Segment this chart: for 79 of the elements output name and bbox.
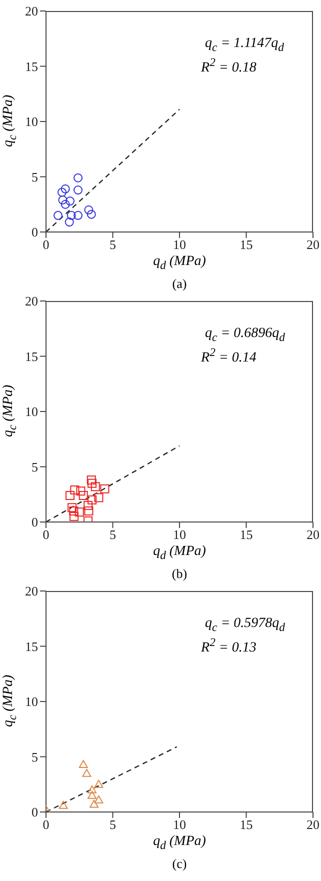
x-tick-label: 15 bbox=[240, 237, 253, 252]
x-tick-label: 5 bbox=[110, 527, 116, 542]
x-tick-label: 0 bbox=[42, 817, 50, 832]
x-tick-label: 0 bbox=[42, 527, 50, 542]
point bbox=[100, 484, 110, 494]
point bbox=[76, 486, 86, 496]
x-tick-label: 15 bbox=[240, 817, 253, 832]
x-tick-label: 10 bbox=[173, 817, 186, 832]
x-axis-title: q$_{d}$ (MPa) bbox=[152, 254, 207, 272]
x-tick-label: 5 bbox=[110, 817, 116, 832]
point bbox=[90, 482, 100, 492]
point bbox=[58, 188, 67, 197]
y-tick-label: 10 bbox=[25, 694, 38, 710]
point bbox=[58, 800, 68, 809]
annotation: R$^{2}$ = 0.14 bbox=[201, 346, 256, 367]
point bbox=[84, 506, 94, 516]
point bbox=[86, 476, 96, 485]
x-tick-label: 5 bbox=[110, 237, 116, 252]
point bbox=[66, 196, 75, 206]
y-tick-label: 15 bbox=[25, 348, 38, 364]
point bbox=[86, 210, 96, 219]
point bbox=[69, 506, 78, 516]
text: (a) bbox=[171, 276, 188, 292]
y-tick-label: 5 bbox=[32, 459, 38, 474]
y-tick-label: 0 bbox=[32, 514, 38, 530]
point bbox=[66, 210, 76, 220]
point bbox=[88, 785, 97, 794]
point bbox=[84, 500, 93, 510]
y-tick-label: 5 bbox=[32, 169, 38, 184]
point bbox=[88, 495, 97, 504]
point bbox=[94, 493, 104, 502]
x-tick-label: 20 bbox=[306, 527, 320, 542]
x-tick-label: 0 bbox=[42, 237, 50, 252]
y-tick-label: 15 bbox=[25, 638, 38, 654]
y-tick-label: 20 bbox=[25, 584, 38, 599]
y-tick-label: 0 bbox=[32, 804, 38, 820]
point bbox=[94, 795, 104, 804]
x-tick-label: 20 bbox=[306, 817, 320, 832]
annotation: q$_{c}$ = 0.6896q$_{d}$ bbox=[205, 326, 285, 344]
y-tick-label: 20 bbox=[25, 294, 38, 309]
y-tick-label: 10 bbox=[25, 404, 38, 420]
x-tick-label: 10 bbox=[173, 527, 186, 542]
y-tick-label: 15 bbox=[25, 58, 38, 74]
point bbox=[88, 790, 97, 799]
point bbox=[78, 490, 88, 500]
point bbox=[74, 508, 84, 517]
point bbox=[60, 200, 70, 209]
point bbox=[68, 503, 77, 512]
point bbox=[74, 186, 83, 195]
point bbox=[84, 205, 94, 214]
point bbox=[70, 512, 79, 521]
point bbox=[60, 184, 70, 194]
text: (b) bbox=[170, 566, 188, 582]
annotation: q$_{c}$ = 0.5978q$_{d}$ bbox=[205, 616, 285, 634]
y-tick-label: 5 bbox=[32, 749, 38, 764]
point bbox=[94, 780, 104, 788]
point bbox=[74, 210, 83, 220]
x-axis-title: q$_{d}$ (MPa) bbox=[152, 834, 207, 852]
point bbox=[58, 195, 68, 204]
y-tick-label: 10 bbox=[25, 114, 38, 130]
point bbox=[66, 490, 75, 500]
point bbox=[64, 218, 74, 227]
point bbox=[90, 800, 99, 808]
x-tick-label: 10 bbox=[173, 237, 186, 252]
x-tick-label: 20 bbox=[306, 237, 320, 252]
annotation: R$^{2}$ = 0.18 bbox=[201, 56, 256, 77]
point bbox=[78, 760, 88, 768]
x-tick-label: 15 bbox=[240, 527, 253, 542]
point bbox=[54, 210, 63, 220]
text: (c) bbox=[171, 856, 188, 872]
point bbox=[74, 173, 83, 182]
y-tick-label: 0 bbox=[32, 224, 38, 240]
annotation: R$^{2}$ = 0.13 bbox=[201, 636, 256, 657]
annotation: q$_{c}$ = 1.1147q$_{d}$ bbox=[205, 36, 284, 54]
point bbox=[82, 768, 92, 777]
x-axis-title: q$_{d}$ (MPa) bbox=[152, 544, 207, 562]
point bbox=[88, 478, 97, 488]
point bbox=[70, 485, 80, 494]
y-tick-label: 20 bbox=[25, 4, 38, 19]
